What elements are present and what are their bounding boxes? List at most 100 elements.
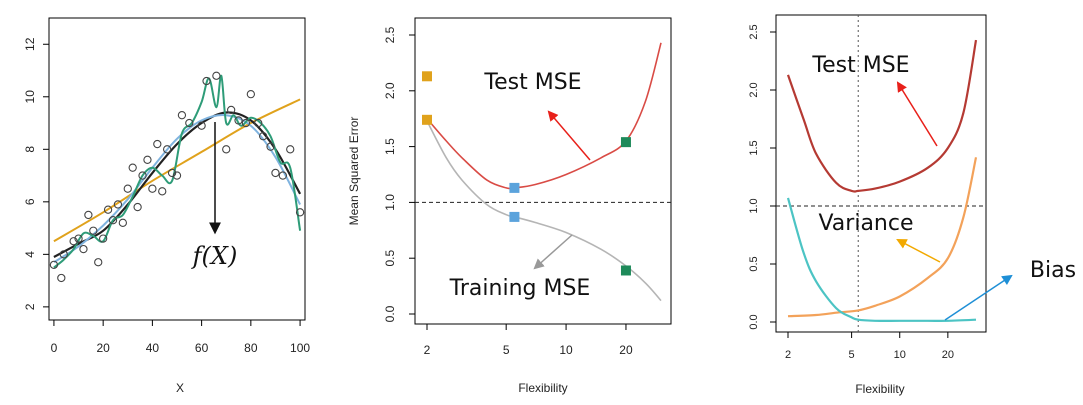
x-tick-label: 2 bbox=[785, 349, 791, 361]
x-tick-label: 100 bbox=[290, 341, 310, 355]
y-tick-label: 1.0 bbox=[383, 194, 397, 211]
series-line bbox=[786, 197, 977, 322]
data-point bbox=[138, 171, 147, 180]
data-point bbox=[153, 139, 162, 149]
panel-2-test-mse-arrow bbox=[547, 110, 591, 161]
data-point bbox=[79, 244, 88, 254]
data-point bbox=[172, 171, 182, 180]
y-tick-label: 2 bbox=[23, 303, 37, 310]
series-line bbox=[787, 157, 978, 318]
x-tick-label: 10 bbox=[894, 349, 906, 361]
data-point bbox=[286, 145, 295, 154]
chart-panel-2: 2 5 10 20 0.0 0.5 1.0 1.5 2.0 2.5 bbox=[383, 26, 671, 357]
panel-3-test-mse-arrow bbox=[896, 81, 938, 147]
data-point bbox=[222, 145, 231, 154]
chart-panel-3: 2 5 10 20 0.0 0.5 1.0 1.5 2.0 2.5 bbox=[748, 15, 986, 361]
y-tick-label: 4 bbox=[23, 251, 37, 258]
data-point bbox=[241, 118, 251, 128]
marker-square bbox=[422, 71, 432, 82]
data-point bbox=[118, 218, 127, 227]
panel-3-variance-label: Variance bbox=[818, 211, 913, 236]
y-tick-label: 12 bbox=[23, 37, 37, 51]
panel-1-frame bbox=[48, 17, 306, 321]
data-point bbox=[167, 168, 177, 178]
fx-annotation-label: f(X) bbox=[191, 242, 238, 270]
data-point bbox=[59, 250, 68, 259]
panel-2-y-axis-label: Mean Squared Error bbox=[347, 117, 361, 226]
y-tick-label: 1.5 bbox=[383, 138, 397, 155]
data-point bbox=[128, 163, 137, 172]
data-point bbox=[177, 111, 187, 120]
chart-panel-1: 0 20 40 60 80 100 2 4 6 8 10 12 bbox=[23, 37, 310, 355]
data-point bbox=[271, 168, 280, 178]
y-tick-label: 8 bbox=[23, 146, 37, 153]
x-tick-label: 5 bbox=[849, 349, 855, 361]
y-tick-label: 2.5 bbox=[383, 26, 397, 43]
marker-square bbox=[620, 265, 631, 276]
marker-square bbox=[509, 211, 520, 222]
data-point bbox=[103, 205, 113, 214]
data-point bbox=[123, 184, 132, 193]
data-point bbox=[163, 145, 172, 154]
panel-2-frame bbox=[414, 17, 672, 325]
x-tick-label: 5 bbox=[503, 343, 510, 357]
y-tick-label: 0.5 bbox=[383, 250, 397, 267]
series-line bbox=[786, 39, 978, 193]
data-point bbox=[94, 258, 103, 267]
data-point bbox=[227, 105, 236, 115]
data-point bbox=[197, 121, 206, 130]
data-point bbox=[234, 116, 243, 125]
y-tick-label: 1.0 bbox=[748, 198, 760, 213]
panel-3-bias-arrow bbox=[944, 274, 1013, 321]
x-tick-label: 60 bbox=[195, 341, 209, 355]
data-point bbox=[108, 216, 118, 225]
series-line bbox=[53, 98, 301, 243]
panel-1-x-axis-label: X bbox=[176, 381, 184, 395]
panel-3-bias-label: Bias bbox=[1030, 258, 1076, 283]
y-tick-label: 2.5 bbox=[748, 24, 760, 39]
data-point bbox=[133, 202, 142, 212]
data-point bbox=[158, 187, 167, 196]
data-point bbox=[99, 234, 108, 243]
panel-2-training-mse-label: Training MSE bbox=[449, 276, 591, 301]
data-point bbox=[295, 208, 305, 217]
y-tick-label: 2.0 bbox=[748, 82, 760, 97]
data-point bbox=[212, 71, 221, 80]
marker-square bbox=[422, 114, 432, 125]
x-tick-label: 10 bbox=[559, 343, 573, 357]
panel-2-test-mse-label: Test MSE bbox=[483, 70, 581, 95]
data-point bbox=[185, 118, 194, 128]
data-point bbox=[49, 260, 59, 270]
x-tick-label: 2 bbox=[424, 343, 431, 357]
y-tick-label: 10 bbox=[23, 90, 37, 104]
data-point bbox=[57, 273, 66, 283]
series-line bbox=[426, 42, 662, 190]
data-point bbox=[148, 184, 157, 193]
y-tick-label: 2.0 bbox=[383, 82, 397, 99]
y-tick-label: 0.0 bbox=[748, 314, 760, 329]
panel-3-frame bbox=[775, 14, 987, 333]
marker-square bbox=[509, 182, 520, 193]
panel-2-x-axis-label: Flexibility bbox=[518, 381, 567, 395]
data-point bbox=[266, 142, 275, 151]
y-tick-label: 6 bbox=[23, 198, 37, 205]
x-tick-label: 40 bbox=[146, 341, 160, 355]
data-point bbox=[278, 171, 287, 180]
data-point bbox=[89, 226, 98, 235]
data-point bbox=[84, 210, 93, 220]
data-point bbox=[74, 234, 83, 243]
data-point bbox=[113, 200, 123, 209]
data-point bbox=[259, 132, 268, 141]
x-tick-label: 20 bbox=[619, 343, 633, 357]
data-point bbox=[254, 118, 263, 128]
data-point bbox=[202, 76, 211, 86]
data-point bbox=[246, 90, 255, 99]
series-line bbox=[53, 114, 301, 264]
y-tick-label: 0.0 bbox=[383, 305, 397, 322]
y-tick-label: 0.5 bbox=[748, 256, 760, 271]
panel-3-variance-arrow bbox=[896, 239, 941, 263]
x-tick-label: 20 bbox=[942, 349, 954, 361]
x-tick-label: 80 bbox=[244, 341, 258, 355]
data-point bbox=[69, 237, 78, 246]
